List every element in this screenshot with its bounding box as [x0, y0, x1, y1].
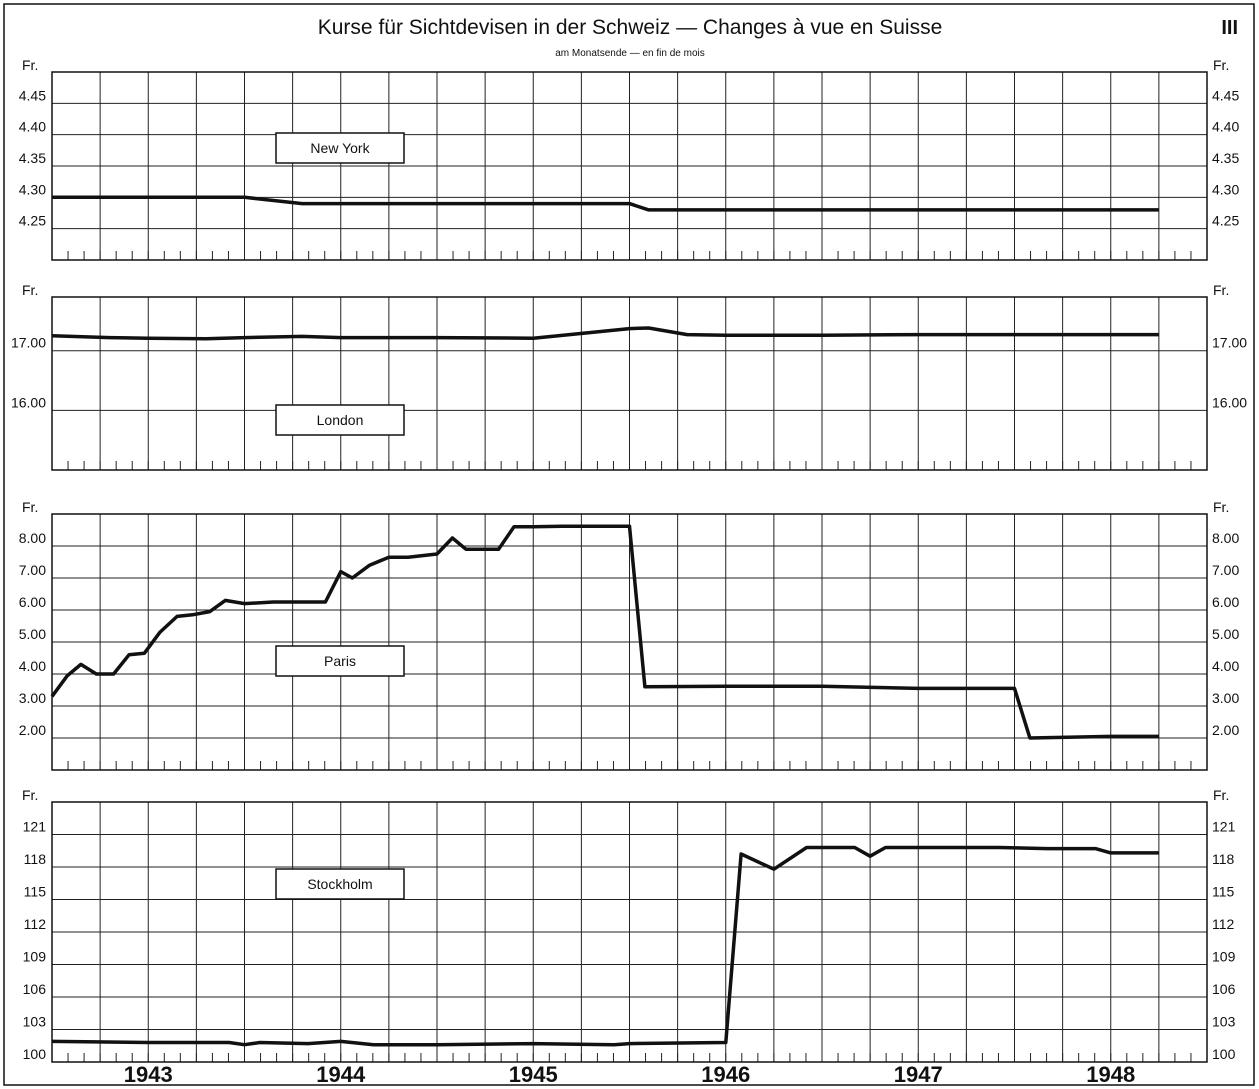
y-tick-label-left: 2.00 [19, 722, 46, 738]
chart-title: Kurse für Sichtdevisen in der Schweiz — … [318, 16, 943, 39]
panels: 4.45 4.45 4.40 4.40 4.35 4.35 4.30 4.30 4.25 4.25… [11, 57, 1247, 1063]
y-tick-label-left: 118 [24, 851, 47, 867]
y-tick-label-right: 8.00 [1212, 530, 1239, 546]
y-tick-label-right: 16.00 [1212, 394, 1247, 410]
unit-label-right: Fr. [1213, 282, 1229, 298]
unit-label-right: Fr. [1213, 787, 1229, 803]
y-tick-label-left: 4.00 [19, 658, 46, 674]
y-tick-label-left: 4.25 [19, 213, 46, 229]
year-label: 1943 [124, 1062, 173, 1087]
page-number: III [1221, 17, 1238, 39]
page-border [3, 3, 1255, 1086]
series-label: Stockholm [307, 876, 372, 892]
y-tick-label-left: 5.00 [19, 626, 46, 642]
y-tick-label-right: 112 [1212, 916, 1235, 932]
unit-label-left: Fr. [22, 57, 38, 73]
y-tick-label-right: 100 [1212, 1046, 1236, 1062]
unit-label-left: Fr. [22, 282, 38, 298]
series-line [51, 845, 1159, 1047]
y-tick-label-left: 112 [24, 916, 47, 932]
year-label: 1946 [701, 1062, 750, 1087]
series-label-box [275, 404, 405, 436]
y-tick-label-left: 100 [23, 1046, 47, 1062]
y-tick-label-left: 4.40 [19, 119, 46, 135]
y-tick-label-left: 4.30 [19, 181, 46, 197]
y-tick-label-right: 4.00 [1212, 658, 1239, 674]
y-tick-label-right: 3.00 [1212, 690, 1239, 706]
y-tick-label-left: 3.00 [19, 690, 46, 706]
y-tick-label-right: 121 [1212, 819, 1236, 835]
panel-london: 17.00 17.00 16.00 16.00 Fr. Fr. London [11, 282, 1247, 471]
y-tick-label-left: 106 [23, 981, 47, 997]
year-label: 1948 [1086, 1062, 1135, 1087]
y-tick-label-right: 109 [1212, 949, 1236, 965]
chart-subtitle: am Monatsende — en fin de mois [555, 48, 705, 59]
series-label: New York [310, 140, 370, 156]
y-tick-label-right: 106 [1212, 981, 1236, 997]
y-tick-label-right: 115 [1212, 884, 1235, 900]
y-tick-label-right: 4.35 [1212, 150, 1239, 166]
unit-label-right: Fr. [1213, 57, 1229, 73]
y-tick-label-left: 103 [23, 1014, 47, 1030]
y-tick-label-left: 4.45 [19, 87, 46, 103]
panel-stockholm: 121 121 118 118 115 115 112 112 109 109 106 106 103 1… [22, 787, 1236, 1063]
y-tick-label-right: 7.00 [1212, 562, 1239, 578]
y-tick-label-left: 8.00 [19, 530, 46, 546]
y-tick-label-left: 6.00 [19, 594, 46, 610]
y-tick-label-right: 4.40 [1212, 119, 1239, 135]
series-line [52, 195, 1159, 212]
y-tick-label-right: 17.00 [1212, 335, 1247, 351]
y-tick-label-left: 115 [24, 884, 47, 900]
y-tick-label-right: 6.00 [1212, 594, 1239, 610]
panel-frame [51, 296, 1208, 471]
panel-frame [51, 801, 1208, 1063]
year-axis: 1943 1944 1945 1946 1947 1948 [124, 1062, 1135, 1087]
series-label-box [275, 645, 405, 677]
y-tick-label-left: 16.00 [11, 394, 46, 410]
year-label: 1944 [316, 1062, 366, 1087]
year-label: 1945 [509, 1062, 558, 1087]
unit-label-right: Fr. [1213, 499, 1229, 515]
panel-new-york: 4.45 4.45 4.40 4.40 4.35 4.35 4.30 4.30 4.25 4.25… [19, 57, 1239, 261]
series-label: Paris [324, 653, 356, 669]
y-tick-label-left: 7.00 [19, 562, 46, 578]
series-label-box [275, 868, 405, 900]
unit-label-left: Fr. [22, 499, 38, 515]
unit-label-left: Fr. [22, 787, 38, 803]
year-label: 1947 [894, 1062, 943, 1087]
y-tick-label-right: 103 [1212, 1014, 1236, 1030]
series-line [50, 524, 1159, 740]
series-line [51, 326, 1159, 341]
y-tick-label-left: 4.35 [19, 150, 46, 166]
y-tick-label-right: 5.00 [1212, 626, 1239, 642]
panel-frame [51, 71, 1208, 261]
y-tick-label-left: 121 [23, 819, 47, 835]
y-tick-label-right: 2.00 [1212, 722, 1239, 738]
panel-frame [51, 513, 1208, 771]
y-tick-label-right: 4.25 [1212, 213, 1239, 229]
y-tick-label-right: 118 [1212, 851, 1235, 867]
series-label-box [275, 132, 405, 164]
series-label: London [317, 412, 364, 428]
y-tick-label-left: 109 [23, 949, 47, 965]
y-tick-label-right: 4.30 [1212, 181, 1239, 197]
y-tick-label-left: 17.00 [11, 335, 46, 351]
y-tick-label-right: 4.45 [1212, 87, 1239, 103]
panel-paris: 8.00 8.00 7.00 7.00 6.00 6.00 5.00 5.00 4.00 4.00… [19, 499, 1239, 771]
